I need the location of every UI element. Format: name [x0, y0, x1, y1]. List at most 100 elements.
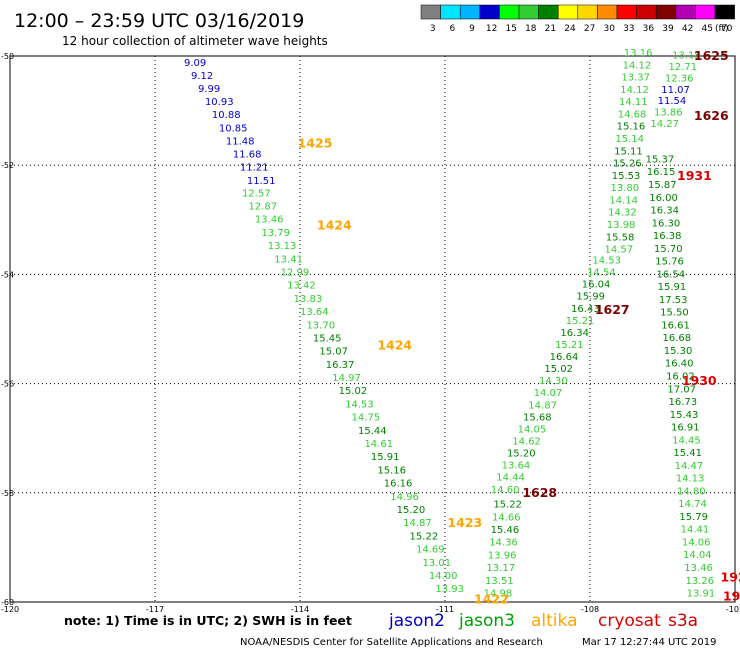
swh-value: 14.96	[390, 492, 419, 503]
colorbar-swatch	[557, 4, 579, 20]
swh-value: 13.64	[502, 461, 531, 472]
swh-value: 14.13	[676, 474, 705, 485]
y-tick-label: -60	[1, 598, 14, 607]
swh-value: 15.44	[358, 426, 387, 437]
swh-value: 11.21	[240, 163, 269, 174]
swh-value: 13.70	[306, 320, 335, 331]
swh-value: 14.60	[491, 485, 520, 496]
swh-value: 13.18	[672, 51, 701, 62]
swh-value: 15.11	[614, 146, 643, 157]
swh-value: 16.04	[582, 280, 611, 291]
swh-value: 15.26	[613, 159, 642, 170]
y-tick-label: -56	[1, 380, 14, 389]
swh-value: 14.74	[678, 499, 707, 510]
swh-value: 15.91	[371, 452, 400, 463]
x-tick-label: -108	[581, 605, 599, 614]
swh-value: 16.38	[653, 231, 682, 242]
colorbar-tick: 3	[430, 24, 436, 34]
swh-value: 13.80	[611, 183, 640, 194]
colorbar-tick: 42	[682, 24, 693, 34]
colorbar-swatch	[518, 4, 539, 20]
swh-value: 15.02	[339, 386, 368, 397]
swh-value: 15.20	[397, 505, 426, 516]
swh-value: 14.30	[539, 376, 568, 387]
swh-value: 17.07	[667, 384, 696, 395]
swh-value: 16.37	[326, 360, 355, 371]
colorbar-tick: 18	[525, 24, 537, 34]
swh-value: 14.14	[609, 195, 638, 206]
colorbar-swatch	[577, 4, 598, 20]
chart-title: 12:00 – 23:59 UTC 03/16/2019	[14, 10, 304, 32]
swh-value: 10.93	[205, 97, 234, 108]
swh-value: 16.68	[663, 333, 692, 344]
swh-value: 16.30	[652, 218, 681, 229]
x-tick-label: -117	[146, 605, 164, 614]
swh-points: 9.09 9.12 9.99 10.93 10.88 10.85 11.48 11.68 11.…	[184, 48, 715, 600]
footer-credit: NOAA/NESDIS Center for Satellite Applica…	[240, 637, 543, 648]
colorbar-tick: 21	[545, 24, 556, 34]
swh-value: 14.53	[592, 255, 621, 266]
swh-value: 14.61	[364, 439, 393, 450]
swh-value: 15.53	[612, 171, 641, 182]
colorbar-swatch	[636, 4, 657, 20]
swh-value: 15.91	[658, 282, 687, 293]
swh-value: 15.07	[319, 347, 348, 358]
swh-value: 16.16	[384, 479, 413, 490]
swh-value: 14.80	[677, 486, 706, 497]
swh-value: 11.54	[658, 96, 687, 107]
swh-value: 13.64	[300, 307, 329, 318]
swh-value: 14.32	[608, 208, 637, 219]
swh-value: 15.70	[654, 244, 683, 255]
y-tick-label: -58	[1, 489, 14, 498]
grid	[10, 56, 735, 602]
swh-value: 15.45	[313, 333, 342, 344]
colorbar-swatch	[714, 4, 735, 20]
swh-value: 15.87	[648, 180, 677, 191]
colorbar-swatch	[597, 4, 618, 20]
swh-value: 14.27	[650, 119, 679, 130]
swh-value: 13.16	[624, 48, 653, 59]
swh-value: 13.26	[685, 576, 714, 587]
swh-value: 9.09	[184, 58, 206, 69]
colorbar-swatch	[655, 4, 677, 20]
y-tick-label: -54	[1, 270, 14, 279]
swh-value: 13.17	[486, 563, 515, 574]
swh-value: 11.68	[233, 150, 262, 161]
swh-value: 16.02	[666, 372, 695, 383]
swh-value: 14.87	[528, 400, 557, 411]
swh-value: 13.91	[687, 589, 716, 600]
chart-subtitle: 12 hour collection of altimeter wave hei…	[62, 34, 328, 48]
swh-value: 14.87	[403, 518, 432, 529]
swh-value: 17.53	[659, 295, 688, 306]
swh-value: 14.36	[489, 538, 518, 549]
swh-value: 13.46	[684, 563, 713, 574]
swh-value: 15.22	[493, 500, 522, 511]
swh-value: 12.71	[669, 62, 698, 73]
colorbar-tick: 39	[662, 24, 674, 34]
swh-value: 10.85	[219, 123, 248, 134]
swh-value: 13.46	[255, 215, 284, 226]
swh-value: 12.36	[665, 73, 694, 84]
swh-value: 15.76	[655, 257, 684, 268]
pass-time-label: 1628	[522, 485, 557, 500]
colorbar-tick: 45	[701, 24, 712, 34]
swh-value: 16.61	[661, 320, 690, 331]
swh-value: 14.06	[682, 537, 711, 548]
pass-time-label: 1930	[682, 373, 717, 388]
swh-value: 15.14	[615, 134, 644, 145]
x-tick-label: -120	[1, 605, 19, 614]
swh-value: 16.43	[571, 304, 600, 315]
y-tick-label: -50	[1, 52, 14, 61]
legend-altika: altika	[531, 611, 578, 631]
pass-time-label: 1627	[595, 302, 630, 317]
swh-value: 9.12	[191, 71, 213, 82]
swh-value: 13.01	[422, 558, 451, 569]
swh-value: 13.13	[268, 241, 297, 252]
swh-value: 14.11	[619, 97, 648, 108]
pass-time-label: 1422	[474, 591, 509, 606]
legend-s3a: s3a	[668, 611, 698, 631]
plot-frame	[9, 55, 736, 603]
swh-value: 14.98	[484, 589, 513, 600]
colorbar-tick: 36	[643, 24, 655, 34]
colorbar-tick: 30	[603, 24, 615, 34]
